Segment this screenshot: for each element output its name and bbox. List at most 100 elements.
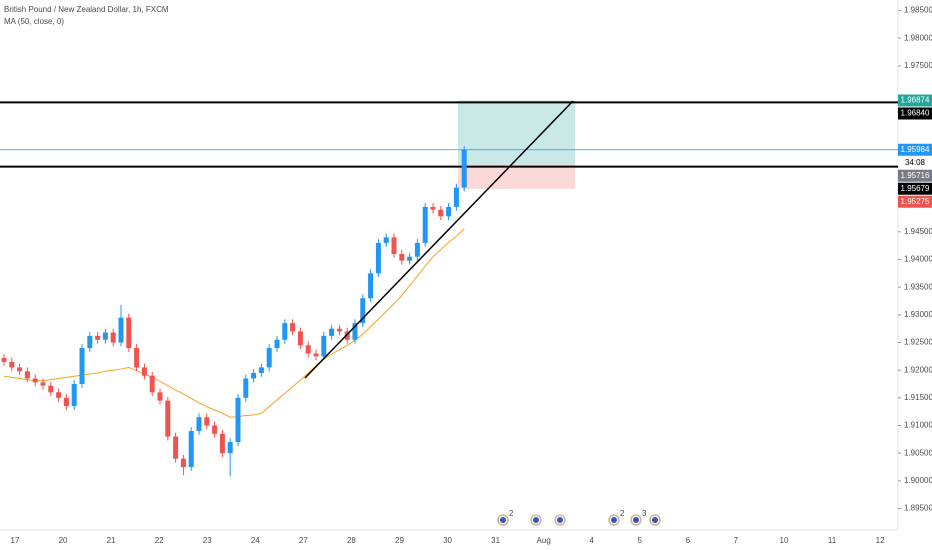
x-tick-label: 12	[876, 536, 885, 545]
y-tick-label: 1.90500	[904, 448, 932, 457]
candle-body	[344, 331, 350, 340]
x-tick-label: 30	[443, 536, 452, 545]
price-tag-label: 1.95984	[901, 145, 930, 154]
price-tag	[898, 156, 932, 169]
x-tick-label: 31	[491, 536, 500, 545]
stop-zone	[458, 164, 575, 189]
price-tag	[898, 94, 932, 107]
y-tick-label: 1.92500	[904, 338, 932, 347]
x-tick-label: 17	[11, 536, 20, 545]
candle-body	[446, 206, 452, 217]
chart-title: British Pound / New Zealand Dollar, 1h, …	[4, 5, 169, 14]
price-tag-label: 1.95275	[901, 197, 930, 206]
candle-body	[438, 209, 444, 217]
price-tag-label: 34:08	[905, 158, 926, 167]
target-zone	[458, 100, 575, 165]
candle-body	[71, 384, 77, 407]
y-tick-label: 1.89500	[904, 504, 932, 513]
y-tick-label: 1.93500	[904, 282, 932, 291]
candle-body	[87, 335, 93, 349]
price-tag-label: 1.95716	[901, 171, 930, 180]
candle-body	[383, 237, 389, 243]
event-badge: 3	[642, 509, 647, 518]
candle-body	[196, 417, 202, 432]
y-tick-label: 1.91000	[904, 421, 932, 430]
candle-body	[305, 345, 311, 354]
price-tag	[898, 107, 932, 120]
candle-body	[321, 335, 327, 357]
event-icon-flag	[557, 517, 563, 523]
candle-body	[134, 348, 140, 368]
price-tag-label: 1.95679	[901, 184, 930, 193]
candle-body	[290, 323, 296, 332]
price-tag	[898, 182, 932, 195]
candle-body	[227, 442, 233, 454]
candle-body	[9, 361, 15, 368]
candle-body	[282, 323, 288, 340]
candle-body	[414, 242, 420, 257]
candle-body	[180, 458, 186, 468]
candle-body	[399, 253, 405, 261]
y-tick-label: 1.90000	[904, 476, 932, 485]
candle-body	[329, 328, 335, 336]
y-tick-label: 1.93000	[904, 310, 932, 319]
x-tick-label: 11	[828, 536, 837, 545]
price-tag	[898, 195, 932, 208]
candle-body	[297, 331, 303, 346]
candle-body	[141, 367, 147, 376]
x-tick-label: 20	[59, 536, 68, 545]
event-icon-flag	[500, 517, 506, 523]
event-badge: 2	[509, 509, 514, 518]
price-tag-label: 1.96874	[901, 96, 930, 105]
candle-body	[407, 256, 413, 261]
x-tick-label: 5	[638, 536, 643, 545]
candle-body	[48, 385, 54, 393]
candle-body	[368, 273, 374, 299]
y-tick-label: 1.98500	[904, 6, 932, 15]
candle-body	[102, 332, 108, 340]
candle-body	[173, 436, 179, 459]
candle-body	[235, 397, 241, 443]
candle-body	[258, 367, 264, 373]
candle-body	[17, 367, 23, 372]
candle-body	[313, 353, 319, 357]
x-tick-label: Aug	[537, 536, 551, 545]
price-tag	[898, 143, 932, 156]
y-tick-label: 1.94000	[904, 255, 932, 264]
candle-body	[336, 328, 342, 332]
price-tag-label: 1.96840	[901, 109, 930, 118]
price-tag	[898, 169, 932, 182]
candle-body	[461, 149, 467, 188]
candle-body	[219, 433, 225, 454]
event-icon-flag	[611, 517, 617, 523]
event-icon-flag	[633, 517, 639, 523]
candle-body	[95, 335, 101, 340]
y-tick-label: 1.98000	[904, 33, 932, 42]
candle-body	[360, 298, 366, 324]
x-tick-label: 7	[734, 536, 739, 545]
candle-body	[453, 187, 459, 207]
x-tick-label: 4	[589, 536, 594, 545]
y-tick-label: 1.94500	[904, 227, 932, 236]
candle-body	[251, 372, 257, 379]
candle-body	[79, 348, 85, 385]
candle-body	[149, 375, 155, 393]
x-tick-label: 10	[780, 536, 789, 545]
candle-body	[157, 392, 163, 401]
x-tick-label: 24	[251, 536, 260, 545]
candle-body	[110, 332, 116, 343]
candle-body	[63, 397, 69, 407]
candle-body	[204, 417, 210, 426]
candle-body	[352, 323, 358, 340]
candle-body	[1, 357, 7, 362]
x-tick-label: 23	[203, 536, 212, 545]
candle-body	[274, 339, 280, 349]
x-tick-label: 28	[347, 536, 356, 545]
y-tick-label: 1.91500	[904, 393, 932, 402]
candle-body	[243, 378, 249, 398]
candle-body	[32, 378, 38, 383]
y-tick-label: 1.97500	[904, 61, 932, 70]
candle-body	[165, 400, 171, 437]
candle-body	[422, 206, 428, 243]
